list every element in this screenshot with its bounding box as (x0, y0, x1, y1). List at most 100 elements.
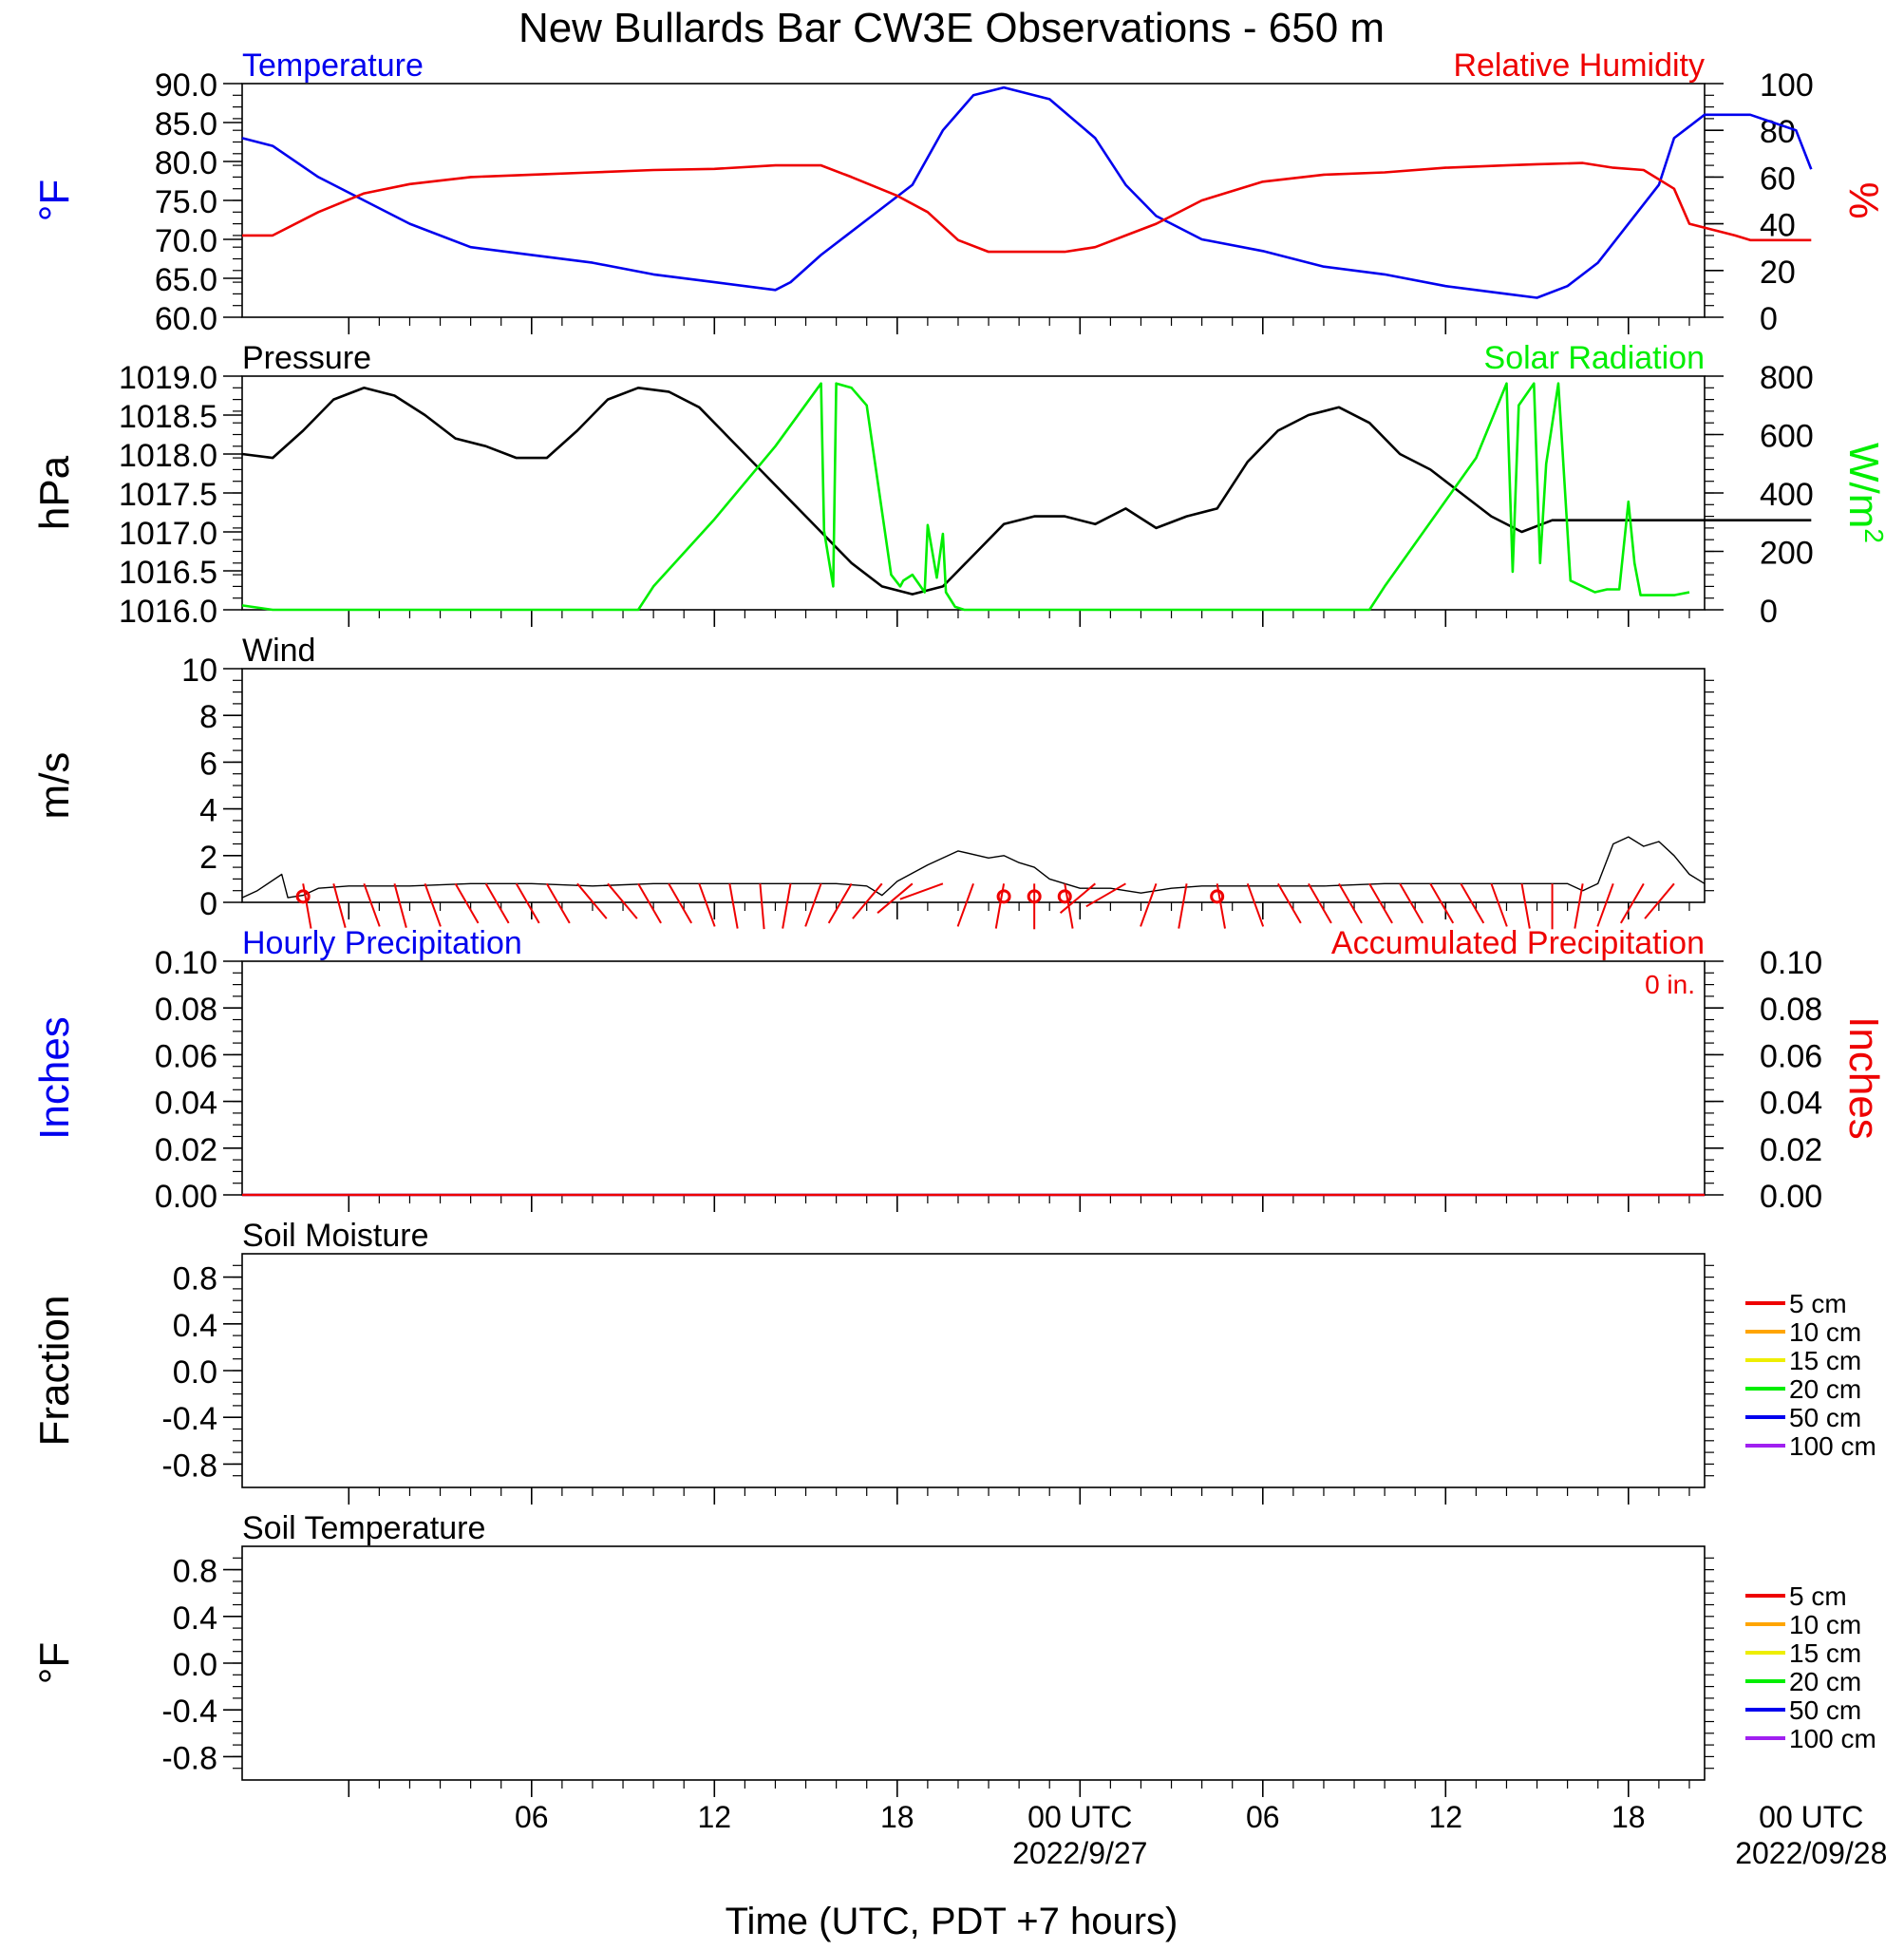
y-tick-label-left: 65.0 (155, 262, 217, 298)
y-axis-label-left: °F (31, 1642, 78, 1684)
y-tick-label-left: 0.04 (155, 1086, 217, 1122)
panel-title-right: Accumulated Precipitation (1331, 925, 1705, 961)
y-tick-label-left: 0.4 (173, 1600, 217, 1637)
y-axis-label-right: W/m2 (1840, 443, 1889, 543)
x-tick-date: 2022/09/28 (1735, 1836, 1887, 1870)
x-tick-label: 18 (1612, 1800, 1646, 1834)
y-tick-label-left: 80.0 (155, 145, 217, 181)
wind-barb (759, 883, 765, 930)
wind-barb (1429, 882, 1455, 924)
wind-barb (1490, 882, 1508, 927)
plot-frame (241, 83, 1706, 318)
y-tick-label-left: 6 (199, 746, 217, 782)
wind-barb (1085, 882, 1126, 908)
wind-barb (637, 882, 662, 924)
panel-title-left: Soil Temperature (242, 1510, 485, 1546)
panel-title-left: Temperature (242, 47, 424, 84)
wind-barb (1574, 883, 1584, 929)
panel-title-left: Hourly Precipitation (242, 925, 522, 961)
figure-title: New Bullards Bar CW3E Observations - 650… (518, 5, 1385, 51)
wind-barb (1178, 883, 1188, 929)
y-axis-label-left: m/s (31, 752, 78, 820)
wind-barb (545, 882, 571, 924)
panel-soil_moisture: 0.8 0.4 0.0 -0.4 -0.8 Soil Moisture Fraction 5 … (31, 1218, 1876, 1505)
y-tick-label-right: 0.00 (1760, 1179, 1822, 1215)
y-tick-label-left: 8 (199, 699, 217, 735)
y-tick-label-left: 1016.5 (119, 555, 217, 591)
wind-barb (1059, 882, 1096, 914)
panel-title-left: Wind (242, 633, 315, 669)
legend-label: 20 cm (1789, 1374, 1861, 1404)
y-tick-label-right: 40 (1760, 208, 1796, 244)
x-tick-date: 2022/9/27 (1012, 1836, 1147, 1870)
x-tick-label: 12 (1428, 1800, 1462, 1834)
y-tick-label-right: 600 (1760, 419, 1814, 455)
legend-label: 100 cm (1789, 1724, 1876, 1753)
panel-precip: 0.10 0.08 0.06 0.04 0.02 0.00 0.10 0.08 0.06 0.04… (31, 925, 1887, 1215)
y-tick-label-right: 800 (1760, 360, 1814, 396)
y-axis-label-left: Fraction (31, 1296, 78, 1447)
calm-wind-marker (1057, 889, 1072, 904)
series-line-pressure (241, 387, 1812, 596)
y-tick-label-right: 0 (1760, 301, 1778, 337)
panel-temp_rh: 90.085.080.075.070.065.060.0100806040200… (31, 47, 1887, 337)
accum-precip-total: 0 in. (1645, 970, 1695, 999)
legend-label: 15 cm (1789, 1346, 1861, 1375)
wind-barb (1338, 882, 1363, 924)
plot-frame (241, 1253, 1706, 1488)
x-tick-label: 06 (515, 1800, 549, 1834)
wind-barb (668, 882, 693, 924)
y-tick-label-right: 0.04 (1760, 1086, 1822, 1122)
panels: 90.085.080.075.070.065.060.0100806040200… (31, 47, 1889, 1797)
series-line-solar-radiation (241, 382, 1690, 612)
wind-barb (1619, 882, 1645, 924)
wind-barb (607, 882, 638, 919)
wind-barb (1596, 882, 1614, 927)
legend-label: 100 cm (1789, 1431, 1876, 1461)
legend-label: 10 cm (1789, 1610, 1861, 1639)
wind-barb (1520, 883, 1531, 929)
panel-title-left: Soil Moisture (242, 1218, 429, 1254)
wind-barb (484, 882, 510, 924)
wind-barb (363, 882, 381, 927)
legend-label: 50 cm (1789, 1403, 1861, 1432)
calm-wind-marker (1027, 889, 1042, 904)
y-tick-label-left: 1018.5 (119, 399, 217, 435)
legend-label: 15 cm (1789, 1638, 1861, 1668)
y-tick-label-left: 0.06 (155, 1038, 217, 1074)
y-tick-label-left: -0.8 (161, 1448, 217, 1484)
wind-barb (1308, 882, 1332, 924)
wind-barb (852, 882, 883, 919)
y-tick-label-left: 0 (199, 886, 217, 922)
wind-barb (782, 883, 792, 929)
plot-frame (241, 668, 1706, 903)
y-tick-label-left: 0.8 (173, 1554, 217, 1590)
panel-wind: 10 8 6 4 2 0 Wind m/s (31, 633, 1714, 930)
y-axis-label-right: Inches (1840, 1016, 1887, 1140)
wind-barb (1368, 882, 1393, 924)
y-tick-label-left: 85.0 (155, 106, 217, 142)
y-tick-label-left: 1016.0 (119, 594, 217, 630)
series-line-wind (241, 836, 1706, 899)
y-tick-label-right: 200 (1760, 536, 1814, 572)
series-line-relative-humidity (242, 161, 1812, 254)
y-tick-label-left: 0.02 (155, 1132, 217, 1168)
y-tick-label-left: 0.08 (155, 992, 217, 1028)
calm-wind-marker (1210, 889, 1225, 904)
wind-barb (899, 882, 944, 900)
wind-barb (1460, 882, 1485, 924)
y-tick-label-right: 0 (1760, 594, 1778, 630)
wind-barb (1140, 882, 1158, 927)
y-tick-label-right: 400 (1760, 477, 1814, 513)
y-axis-label-right: % (1840, 181, 1887, 218)
y-tick-label-left: 75.0 (155, 184, 217, 220)
y-tick-label-left: 1018.0 (119, 438, 217, 474)
y-tick-label-left: 1019.0 (119, 360, 217, 396)
x-tick-label: 00 UTC (1027, 1800, 1132, 1834)
wind-barb (728, 883, 739, 929)
panel-title-right: Relative Humidity (1453, 47, 1705, 84)
wind-barb (1246, 882, 1265, 927)
